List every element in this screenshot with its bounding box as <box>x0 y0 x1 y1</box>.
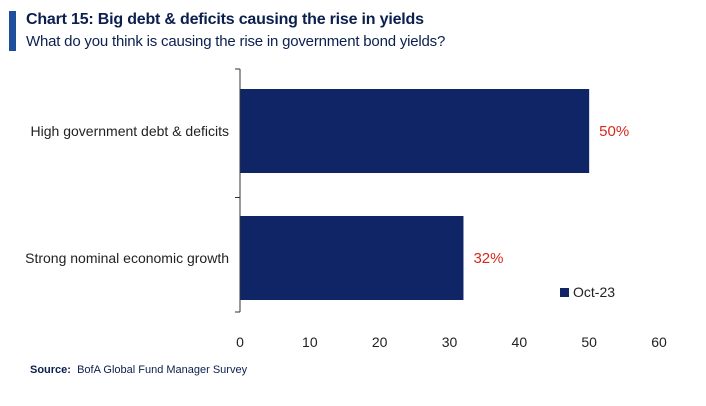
legend-label: Oct-23 <box>573 284 615 300</box>
category-label: High government debt & deficits <box>31 123 229 139</box>
bar <box>240 89 590 173</box>
source-label: Source: <box>30 364 71 376</box>
x-tick-label: 50 <box>581 334 597 350</box>
x-tick-label: 30 <box>442 334 458 350</box>
legend-swatch <box>560 288 569 297</box>
chart-title: Chart 15: Big debt & deficits causing th… <box>26 11 424 28</box>
bar <box>240 216 464 300</box>
chart-subtitle: What do you think is causing the rise in… <box>26 33 446 50</box>
source-text: BofA Global Fund Manager Survey <box>77 364 248 376</box>
x-tick-label: 60 <box>651 334 667 350</box>
data-label: 32% <box>473 250 503 267</box>
x-tick-label: 20 <box>372 334 388 350</box>
x-tick-label: 10 <box>302 334 318 350</box>
x-tick-label: 40 <box>512 334 528 350</box>
category-label: Strong nominal economic growth <box>25 250 229 266</box>
source-note: Source: BofA Global Fund Manager Survey <box>30 364 247 376</box>
x-tick-label: 0 <box>236 334 244 350</box>
data-label: 50% <box>599 123 629 140</box>
title-accent-bar <box>9 11 16 51</box>
